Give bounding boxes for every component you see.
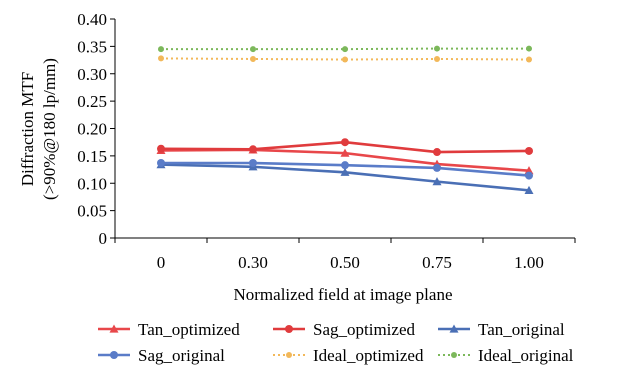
data-point bbox=[157, 144, 165, 153]
data-point bbox=[341, 138, 349, 147]
series-sag-optimized bbox=[157, 138, 533, 157]
legend-item-sag-optimized: Sag_optimized bbox=[273, 320, 415, 339]
data-point bbox=[526, 56, 532, 63]
legend-label: Tan_original bbox=[478, 320, 565, 339]
y-tick-label: 0.10 bbox=[77, 174, 107, 193]
data-point bbox=[524, 166, 534, 175]
data-point bbox=[432, 177, 442, 186]
y-tick-label: 0.30 bbox=[77, 65, 107, 84]
data-point bbox=[342, 46, 348, 53]
series-line bbox=[160, 57, 530, 61]
legend-swatch-marker bbox=[109, 324, 119, 333]
x-axis-title: Normalized field at image plane bbox=[233, 285, 452, 304]
legend-item-tan-optimized: Tan_optimized bbox=[98, 320, 240, 339]
series-line bbox=[161, 47, 529, 51]
data-point bbox=[341, 161, 349, 170]
data-point bbox=[249, 145, 257, 154]
y-tick-label: 0.40 bbox=[77, 10, 107, 29]
x-tick-label: 0.50 bbox=[330, 253, 360, 272]
series-sag-original bbox=[157, 158, 533, 180]
data-point bbox=[249, 158, 257, 167]
legend-swatch-marker bbox=[110, 351, 118, 359]
y-tick-label: 0.15 bbox=[77, 147, 107, 166]
y-tick-label: 0.05 bbox=[77, 202, 107, 221]
legend-label: Ideal_original bbox=[478, 346, 574, 365]
plot-area: 0 0.05 0.10 0.15 0.20 0.25 0.30 0.35 0.40 0 0.30 0.… bbox=[77, 10, 576, 272]
data-point bbox=[525, 146, 533, 155]
data-point bbox=[250, 46, 256, 53]
data-point bbox=[340, 148, 350, 157]
legend-swatch-marker bbox=[286, 352, 292, 358]
data-point bbox=[434, 55, 440, 62]
data-point bbox=[340, 167, 350, 176]
y-tick-label: 0.25 bbox=[77, 92, 107, 111]
legend-item-ideal-original: Ideal_original bbox=[438, 346, 574, 365]
data-point bbox=[157, 158, 165, 167]
y-axis-title-line-1: Diffraction MTF bbox=[18, 72, 37, 186]
y-tick-label: 0.35 bbox=[77, 37, 107, 56]
x-tick-label: 0 bbox=[157, 253, 166, 272]
legend-label: Tan_optimized bbox=[138, 320, 240, 339]
data-point bbox=[250, 55, 256, 62]
data-point bbox=[433, 163, 441, 172]
legend-swatch-marker bbox=[449, 324, 459, 333]
legend-label: Sag_optimized bbox=[313, 320, 415, 339]
data-point bbox=[524, 185, 534, 194]
y-tick-label: 0 bbox=[99, 229, 108, 248]
x-tick-label: 0.30 bbox=[238, 253, 268, 272]
data-point bbox=[434, 45, 440, 52]
y-axis-title-line-2: (>90%@180 lp/mm) bbox=[40, 58, 59, 200]
data-point bbox=[525, 171, 533, 180]
x-tick-label: 1.00 bbox=[514, 253, 544, 272]
data-point bbox=[342, 56, 348, 63]
legend: Tan_optimized Sag_optimized Tan_original Sa… bbox=[98, 320, 574, 365]
legend-swatch-marker bbox=[285, 325, 293, 333]
x-tick-label: 0.75 bbox=[422, 253, 452, 272]
legend-swatch-marker bbox=[451, 352, 457, 358]
series-ideal-original bbox=[158, 45, 532, 53]
legend-item-ideal-optimized: Ideal_optimized bbox=[273, 346, 424, 365]
legend-item-sag-original: Sag_original bbox=[98, 346, 225, 365]
y-tick-label: 0.20 bbox=[77, 120, 107, 139]
data-point bbox=[158, 46, 164, 53]
legend-label: Ideal_optimized bbox=[313, 346, 424, 365]
legend-item-tan-original: Tan_original bbox=[438, 320, 565, 339]
data-point bbox=[158, 55, 164, 62]
data-point bbox=[433, 148, 441, 157]
legend-label: Sag_original bbox=[138, 346, 225, 365]
series-ideal-optimized bbox=[158, 55, 532, 63]
data-point bbox=[526, 45, 532, 52]
